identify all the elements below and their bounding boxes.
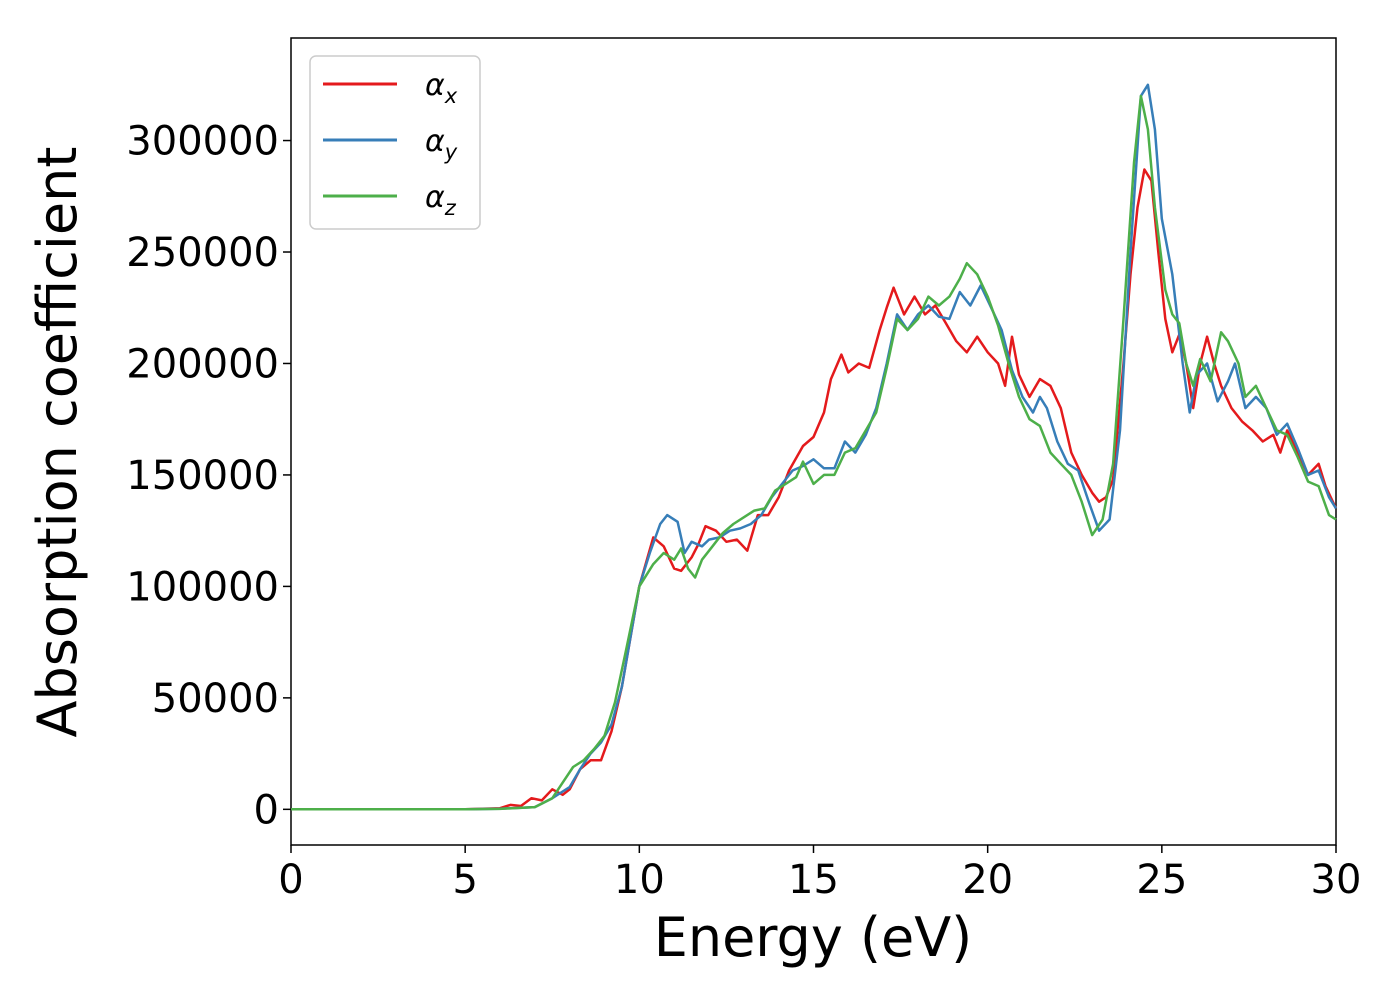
- x-axis-title: Energy (eV): [654, 906, 973, 969]
- y-tick-label: 150000: [126, 453, 279, 499]
- x-tick-label: 10: [614, 857, 665, 903]
- series-line-z: [291, 94, 1337, 811]
- y-tick-label: 100000: [126, 564, 279, 610]
- x-tick-label: 25: [1136, 857, 1187, 903]
- y-axis-ticks: 0 50000 100000 150000 200000 250000 300000: [126, 119, 291, 833]
- x-axis-ticks: 0 5 10 15 20 25 30: [278, 845, 1361, 903]
- legend-box: [309, 55, 481, 230]
- x-tick-label: 5: [452, 857, 477, 903]
- x-tick-label: 20: [962, 857, 1013, 903]
- y-tick-label: 300000: [126, 119, 279, 165]
- y-tick-label: 50000: [152, 676, 279, 722]
- y-tick-label: 0: [254, 787, 279, 833]
- y-tick-label: 250000: [126, 230, 279, 276]
- y-axis-title: Absorption coefficient: [26, 147, 89, 738]
- x-tick-label: 15: [788, 857, 839, 903]
- x-tick-label: 0: [278, 857, 303, 903]
- x-tick-label: 30: [1311, 857, 1362, 903]
- series-line-y: [291, 83, 1338, 811]
- series-layer: [291, 83, 1338, 811]
- y-tick-label: 200000: [126, 341, 279, 387]
